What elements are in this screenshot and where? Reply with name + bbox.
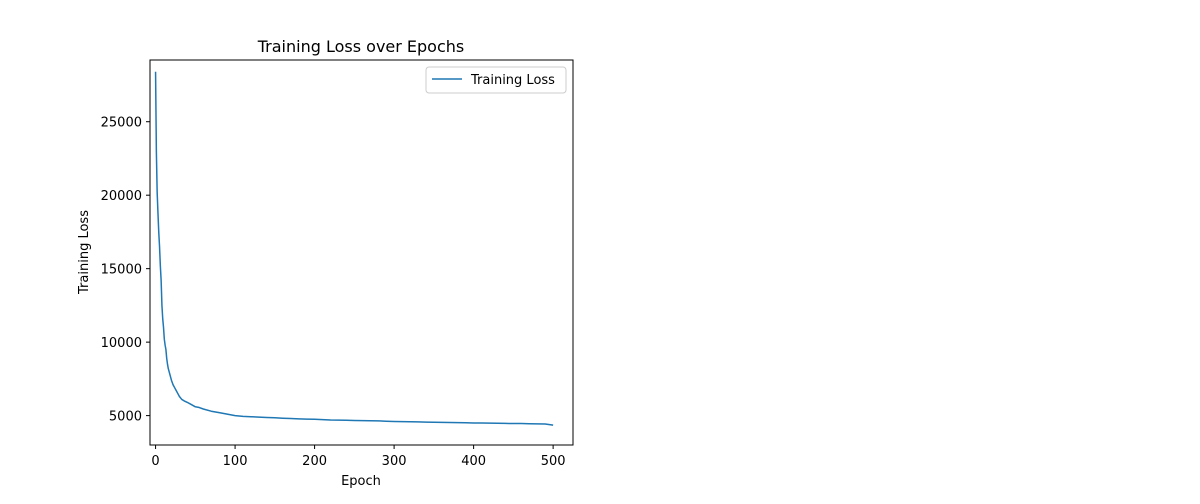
x-tick-label: 100 (223, 454, 248, 469)
plot-background (150, 60, 573, 445)
y-tick-label: 5000 (109, 410, 142, 425)
y-tick-label: 10000 (101, 336, 142, 351)
x-axis: 0 100 200 300 400 500 (151, 445, 566, 469)
x-tick-label: 400 (461, 454, 486, 469)
y-axis: 5000 10000 15000 20000 25000 (101, 116, 150, 425)
plot-area (149, 59, 574, 446)
y-tick-label: 25000 (101, 116, 142, 131)
legend-label-training-loss: Training Loss (470, 73, 555, 88)
y-tick-label: 15000 (101, 263, 142, 278)
x-tick-label: 200 (302, 454, 327, 469)
chart-title: Training Loss over Epochs (257, 37, 465, 56)
x-tick-label: 300 (382, 454, 407, 469)
y-tick-label: 20000 (101, 189, 142, 204)
x-tick-label: 500 (541, 454, 566, 469)
x-axis-label: Epoch (341, 474, 381, 489)
x-tick-label: 0 (151, 454, 159, 469)
plot-frame (149, 59, 574, 446)
legend-box (425, 66, 567, 94)
legend: Training Loss (425, 66, 567, 94)
series-line-training-loss (154, 71, 554, 426)
y-axis-label: Training Loss (77, 210, 92, 295)
